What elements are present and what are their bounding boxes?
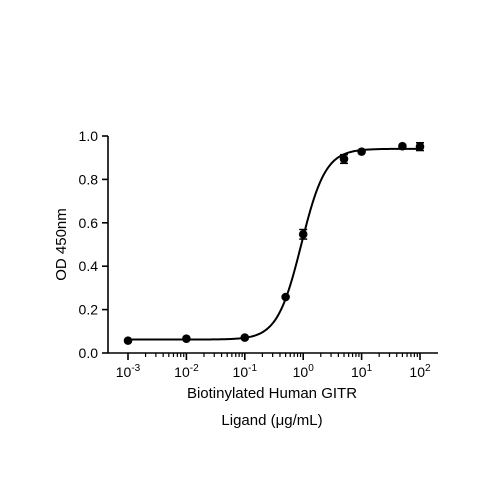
y-tick-label: 0.4 (79, 258, 99, 274)
x-axis-title-line-2: Ligand (μg/mL) (221, 412, 322, 429)
x-ticks: 10-3 10-2 10-1 100 101 102 (116, 353, 431, 380)
y-tick-label: 0.8 (79, 171, 99, 187)
data-point (357, 147, 366, 156)
fit-curve (128, 147, 420, 341)
data-point (281, 292, 290, 302)
data-point (415, 142, 425, 151)
y-tick-label: 0.6 (79, 215, 99, 231)
x-tick-label: 10-3 (116, 363, 141, 380)
y-tick-label: 0.2 (79, 302, 99, 318)
x-tick-label: 102 (409, 363, 431, 380)
x-tick-label: 101 (351, 363, 373, 380)
y-tick-label: 0.0 (79, 345, 99, 361)
data-point (123, 336, 133, 345)
plot-area: 0.0 0.2 0.4 0.6 0.8 1.0 10-3 10-2 10-1 100 101 102 (79, 128, 438, 380)
data-point (182, 334, 191, 343)
y-tick-label: 1.0 (79, 128, 99, 144)
data-points (123, 141, 425, 345)
x-tick-label: 10-1 (233, 363, 258, 380)
x-axis-title-line-1: Biotinylated Human GITR (187, 385, 357, 402)
x-tick-label: 100 (293, 363, 315, 380)
data-point (240, 333, 250, 342)
data-point (398, 141, 407, 151)
data-point (339, 154, 349, 164)
x-tick-label: 10-2 (174, 363, 199, 380)
data-point (298, 230, 308, 239)
y-axis-title: OD 450nm (53, 208, 70, 281)
y-ticks: 0.0 0.2 0.4 0.6 0.8 1.0 (79, 128, 108, 361)
